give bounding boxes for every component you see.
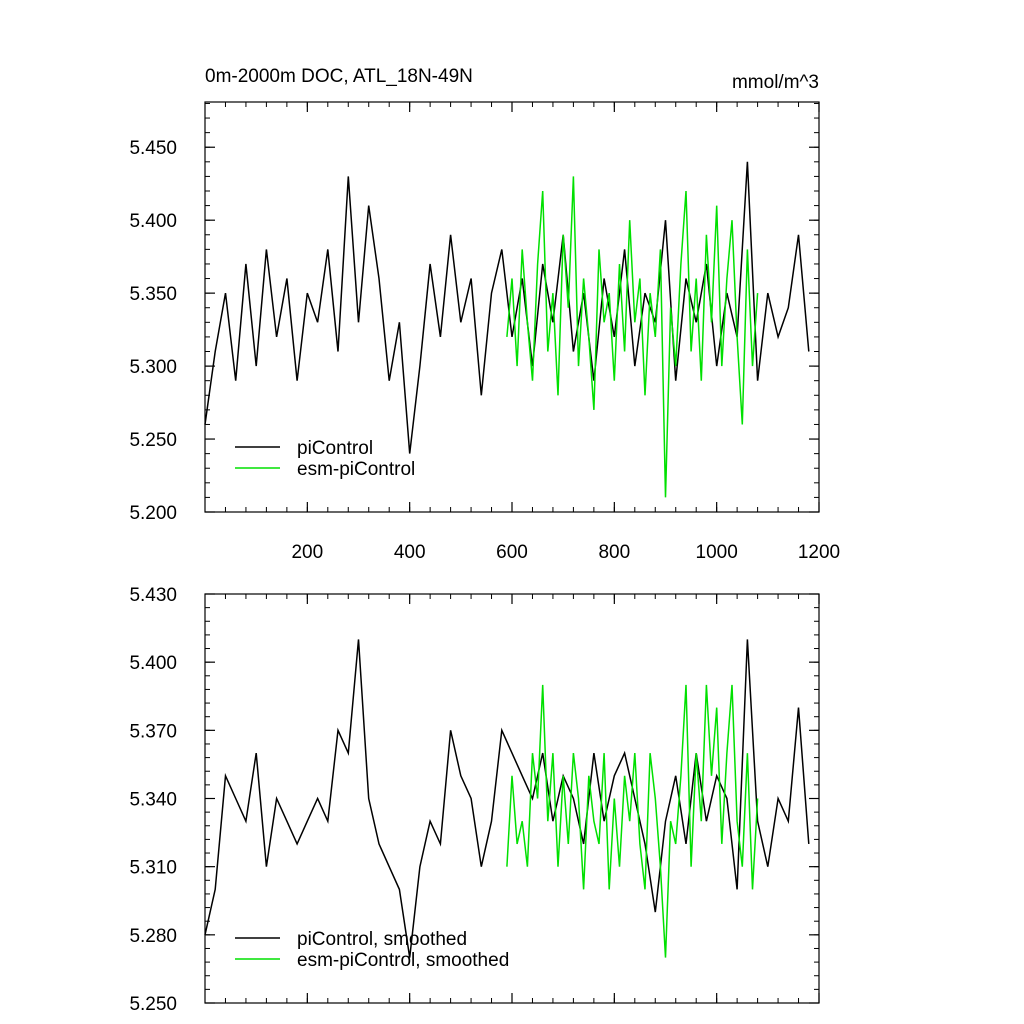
legend-label: esm-piControl, smoothed	[297, 950, 509, 971]
y-tick-label: 5.310	[129, 858, 177, 879]
chart-title: 0m-2000m DOC, ATL_18N-49N	[205, 66, 473, 87]
y-tick-label: 5.450	[129, 138, 177, 159]
x-tick-label: 400	[394, 542, 426, 563]
y-tick-label: 5.300	[129, 357, 177, 378]
y-tick-label: 5.200	[129, 503, 177, 524]
units-label: mmol/m^3	[732, 72, 819, 93]
y-tick-label: 5.340	[129, 790, 177, 811]
legend-label: piControl, smoothed	[297, 929, 467, 950]
data-line	[204, 161, 810, 454]
x-tick-label: 200	[291, 542, 323, 563]
y-tick-label: 5.280	[129, 926, 177, 947]
x-tick-label: 800	[598, 542, 630, 563]
y-tick-label: 5.430	[129, 585, 177, 606]
y-tick-label: 5.250	[129, 994, 177, 1015]
y-tick-label: 5.250	[129, 430, 177, 451]
y-tick-label: 5.350	[129, 284, 177, 305]
y-tick-label: 5.400	[129, 653, 177, 674]
y-tick-label: 5.400	[129, 211, 177, 232]
data-line	[204, 639, 810, 958]
x-tick-label: 1200	[798, 542, 840, 563]
legend-label: esm-piControl	[297, 459, 415, 480]
x-tick-label: 1000	[696, 542, 738, 563]
x-tick-label: 600	[496, 542, 528, 563]
data-line	[506, 176, 759, 498]
y-tick-label: 5.370	[129, 721, 177, 742]
legend-label: piControl	[297, 438, 373, 459]
data-line	[506, 684, 759, 958]
